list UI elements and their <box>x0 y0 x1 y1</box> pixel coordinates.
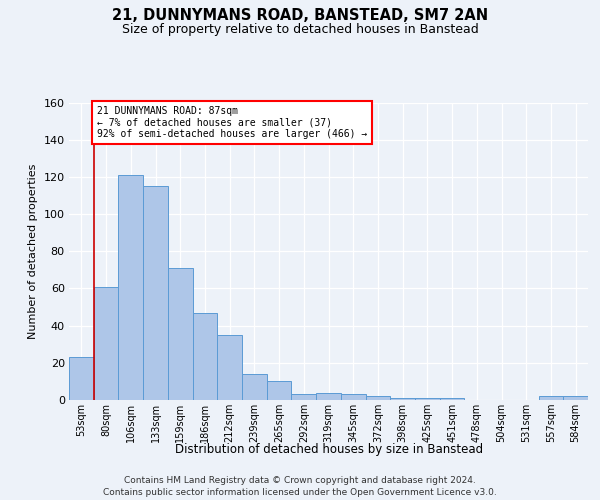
Text: Contains public sector information licensed under the Open Government Licence v3: Contains public sector information licen… <box>103 488 497 497</box>
Bar <box>242 374 267 400</box>
Bar <box>118 175 143 400</box>
Bar <box>143 186 168 400</box>
Bar <box>415 398 440 400</box>
Text: 21, DUNNYMANS ROAD, BANSTEAD, SM7 2AN: 21, DUNNYMANS ROAD, BANSTEAD, SM7 2AN <box>112 8 488 22</box>
Bar <box>539 396 563 400</box>
Bar <box>267 382 292 400</box>
Bar <box>341 394 365 400</box>
Bar <box>292 394 316 400</box>
Text: Distribution of detached houses by size in Banstead: Distribution of detached houses by size … <box>175 442 483 456</box>
Bar <box>94 286 118 400</box>
Bar <box>316 392 341 400</box>
Bar <box>390 398 415 400</box>
Bar <box>440 398 464 400</box>
Bar <box>193 312 217 400</box>
Bar <box>168 268 193 400</box>
Text: Contains HM Land Registry data © Crown copyright and database right 2024.: Contains HM Land Registry data © Crown c… <box>124 476 476 485</box>
Bar <box>365 396 390 400</box>
Text: 21 DUNNYMANS ROAD: 87sqm
← 7% of detached houses are smaller (37)
92% of semi-de: 21 DUNNYMANS ROAD: 87sqm ← 7% of detache… <box>97 106 367 140</box>
Text: Size of property relative to detached houses in Banstead: Size of property relative to detached ho… <box>122 22 478 36</box>
Bar <box>563 396 588 400</box>
Y-axis label: Number of detached properties: Number of detached properties <box>28 164 38 339</box>
Bar <box>217 335 242 400</box>
Bar <box>69 357 94 400</box>
